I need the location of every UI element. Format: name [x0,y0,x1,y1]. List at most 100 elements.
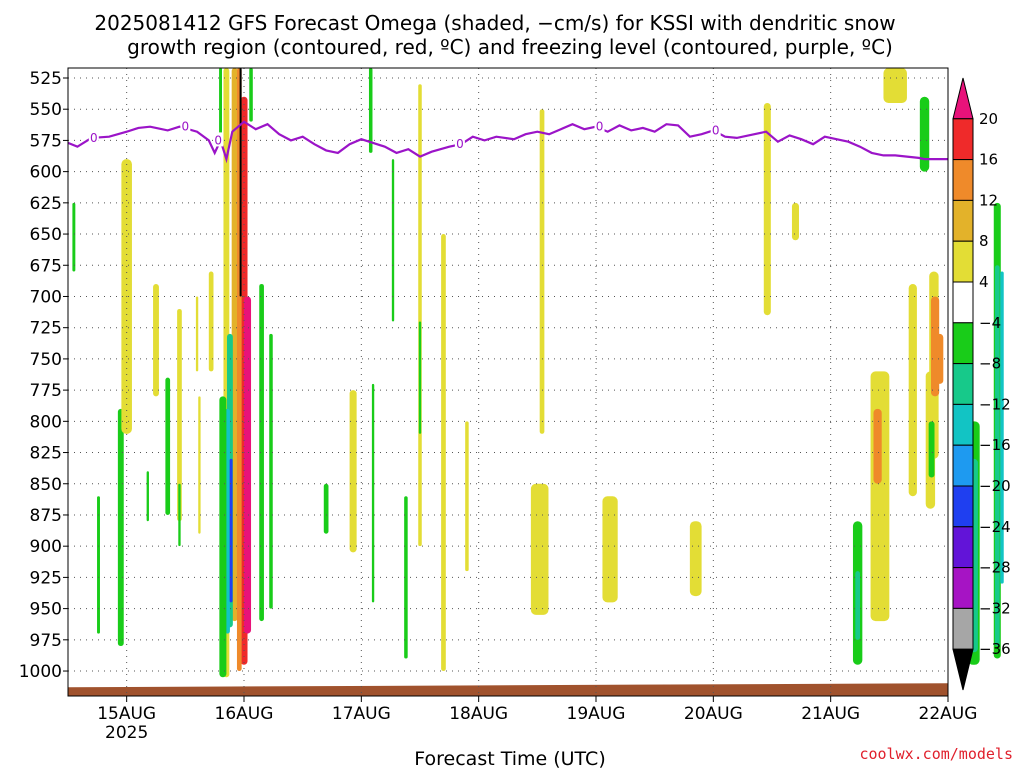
freezing-level-label: 0 [90,131,98,145]
colorbar-label: −24 [979,518,1011,536]
omega-shade [928,421,935,478]
omega-shade [418,84,422,547]
y-tick-label: 800 [30,412,62,432]
omega-shade [269,333,273,609]
omega-shade [763,102,771,316]
freezing-level-label: 0 [214,133,222,147]
x-tick-label: 18AUG [449,704,508,724]
omega-shade [165,377,171,515]
y-tick-label: 575 [30,131,62,151]
colorbar-label: −8 [979,355,1001,373]
omega-shade [870,371,890,622]
omega-shade [153,283,159,397]
y-tick-label: 700 [30,287,62,307]
freezing-level-label: 0 [182,120,190,134]
y-tick-label: 1000 [19,662,62,682]
omega-shade [231,68,238,622]
y-tick-label: 600 [30,163,62,183]
colorbar-label: −12 [979,395,1011,413]
colorbar-swatch [952,607,974,650]
omega-shade [1000,271,1004,584]
credit-text[interactable]: coolwx.com/models [859,745,1013,763]
y-tick-label: 925 [30,568,62,588]
plot-background [68,68,948,696]
omega-shade [465,421,469,572]
colorbar-label: −32 [979,599,1011,617]
freezing-label-bg [454,136,465,151]
colorbar-swatch [952,199,974,242]
freezing-level-label: 0 [596,120,604,134]
freezing-level-label: 0 [456,137,464,151]
omega-shade [441,234,446,672]
omega-shade [219,68,222,141]
omega-shade [259,283,264,622]
omega-shade [602,496,618,603]
y-tick-label: 900 [30,537,62,557]
omega-shade [936,333,944,384]
colorbar-swatch [952,322,974,365]
colorbar-swatch [952,526,974,569]
y-tick-label: 975 [30,631,62,651]
x-tick-label: 17AUG [332,704,391,724]
freezing-label-bg [180,118,191,133]
x-tick-label: 22AUG [919,704,978,724]
colorbar-swatch [952,363,974,405]
omega-shade [791,202,799,241]
omega-shade [349,390,357,553]
colorbar-label: −16 [979,436,1011,454]
colorbar-swatch [952,240,974,283]
omega-shade [539,109,545,434]
omega-shade [883,68,907,103]
omega-shade [178,483,181,547]
omega-shade [908,283,917,497]
colorbar-swatch [952,159,974,201]
chart-title-line1: 2025081412 GFS Forecast Omega (shaded, −… [94,11,895,35]
y-tick-label: 950 [30,600,62,620]
colorbar-swatch [952,648,974,691]
omega-shade [229,458,233,603]
colorbar-swatch [952,444,974,487]
colorbar: 20 16 12 8 4 −4 −8 −12 −16 −20 −24 −28 −32 −36 [952,77,1011,691]
omega-shade [418,321,422,434]
y-tick-label: 650 [30,225,62,245]
colorbar-label: −20 [979,477,1011,495]
y-tick-label: 625 [30,194,62,214]
y-tick-label: 775 [30,381,62,401]
y-tick-label: 725 [30,319,62,339]
omega-shade [219,396,227,678]
ground-terrain [68,683,948,696]
x-tick-label: 16AUG [215,704,274,724]
colorbar-swatch [952,485,974,528]
y-axis: 525 550 575 600 625 650 675 700 725 750 775 800 825 8… [19,69,68,682]
omega-shade [97,496,100,634]
colorbar-swatch [952,281,974,324]
omega-shade [994,265,1000,647]
x-axis-label: Forecast Time (UTC) [414,748,605,768]
omega-shade [195,296,199,372]
plot-border [67,67,949,697]
x-tick-label: 20AUG [684,704,743,724]
freezing-label-bg [213,132,224,147]
omega-shade [323,483,329,534]
freezing-label-bg [594,118,605,133]
omega-shade [72,202,76,272]
colorbar-label: −36 [979,640,1011,658]
y-tick-label: 525 [30,69,62,89]
freezing-level-label: 0 [712,123,720,137]
omega-shade [873,408,882,484]
omega-shade [855,571,860,640]
colorbar-swatch [952,567,974,609]
x-tick-label: 19AUG [567,704,626,724]
freezing-label-bg [710,122,721,137]
colorbar-label: 20 [979,110,998,128]
x-tick-label: 15AUG [97,704,156,724]
omega-shade [249,68,253,122]
colorbar-label: −4 [979,314,1001,332]
omega-shade [404,496,408,659]
omega-shade [919,96,930,172]
colorbar-label: 16 [979,151,998,169]
y-tick-label: 750 [30,350,62,370]
colorbar-label: −28 [979,559,1011,577]
